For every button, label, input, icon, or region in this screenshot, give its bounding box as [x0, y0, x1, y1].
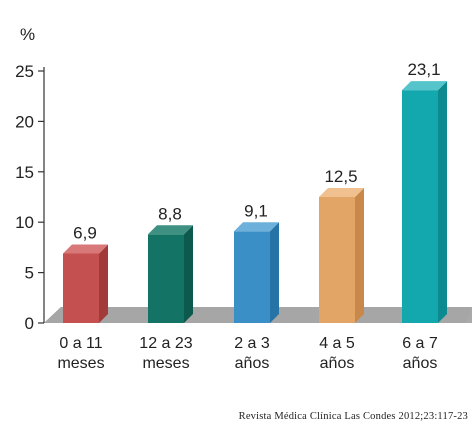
bar-side	[355, 188, 364, 323]
y-tick-label: 5	[25, 264, 34, 283]
bar-value-label: 6,9	[73, 223, 97, 242]
bar-chart: % 0 5 10 15 20 25 6,9 0 a 11 meses 8,8 12 a 23 mes…	[15, 25, 472, 372]
x-category-label: meses	[57, 355, 104, 372]
y-axis-unit: %	[20, 25, 35, 44]
y-tick-label: 10	[15, 213, 34, 232]
x-category-label: 6 a 7	[402, 335, 438, 352]
bar-group	[319, 188, 364, 323]
bar-group	[148, 225, 193, 323]
bar-top	[148, 225, 193, 235]
bar-value-label: 8,8	[158, 204, 182, 223]
x-category-label: 12 a 23	[139, 335, 192, 352]
bar-group	[63, 244, 108, 323]
bar	[148, 234, 184, 323]
bar-side	[438, 81, 447, 323]
bar	[319, 197, 355, 323]
x-category-label: años	[320, 355, 355, 372]
x-category-label: años	[403, 355, 438, 372]
bars: 6,9 0 a 11 meses 8,8 12 a 23 meses 9,1 2 a 3 año…	[57, 60, 447, 372]
x-category-label: años	[235, 355, 270, 372]
bar-value-label: 23,1	[407, 60, 440, 79]
bar-side	[270, 222, 279, 323]
bar-top	[319, 188, 364, 197]
x-category-label: 4 a 5	[319, 335, 355, 352]
y-tick-label: 0	[25, 314, 34, 333]
x-category-label: 0 a 11	[59, 335, 102, 352]
bar-value-label: 9,1	[244, 201, 268, 220]
bar	[234, 231, 270, 323]
bar-group	[234, 222, 279, 323]
bar	[63, 253, 99, 323]
x-category-label: 2 a 3	[234, 335, 270, 352]
bar-side	[99, 244, 108, 323]
x-category-label: meses	[142, 355, 189, 372]
bar-value-label: 12,5	[324, 167, 357, 186]
y-tick-label: 20	[15, 112, 34, 131]
source-credit: Revista Médica Clínica Las Condes 2012;2…	[238, 411, 468, 422]
bar-side	[184, 225, 193, 323]
bar-group	[402, 81, 447, 323]
y-tick-label: 15	[15, 163, 34, 182]
y-tick-label: 25	[15, 62, 34, 81]
bar-top	[402, 81, 447, 91]
bar-top	[234, 222, 279, 232]
bar-top	[63, 244, 108, 254]
bar	[402, 90, 438, 323]
